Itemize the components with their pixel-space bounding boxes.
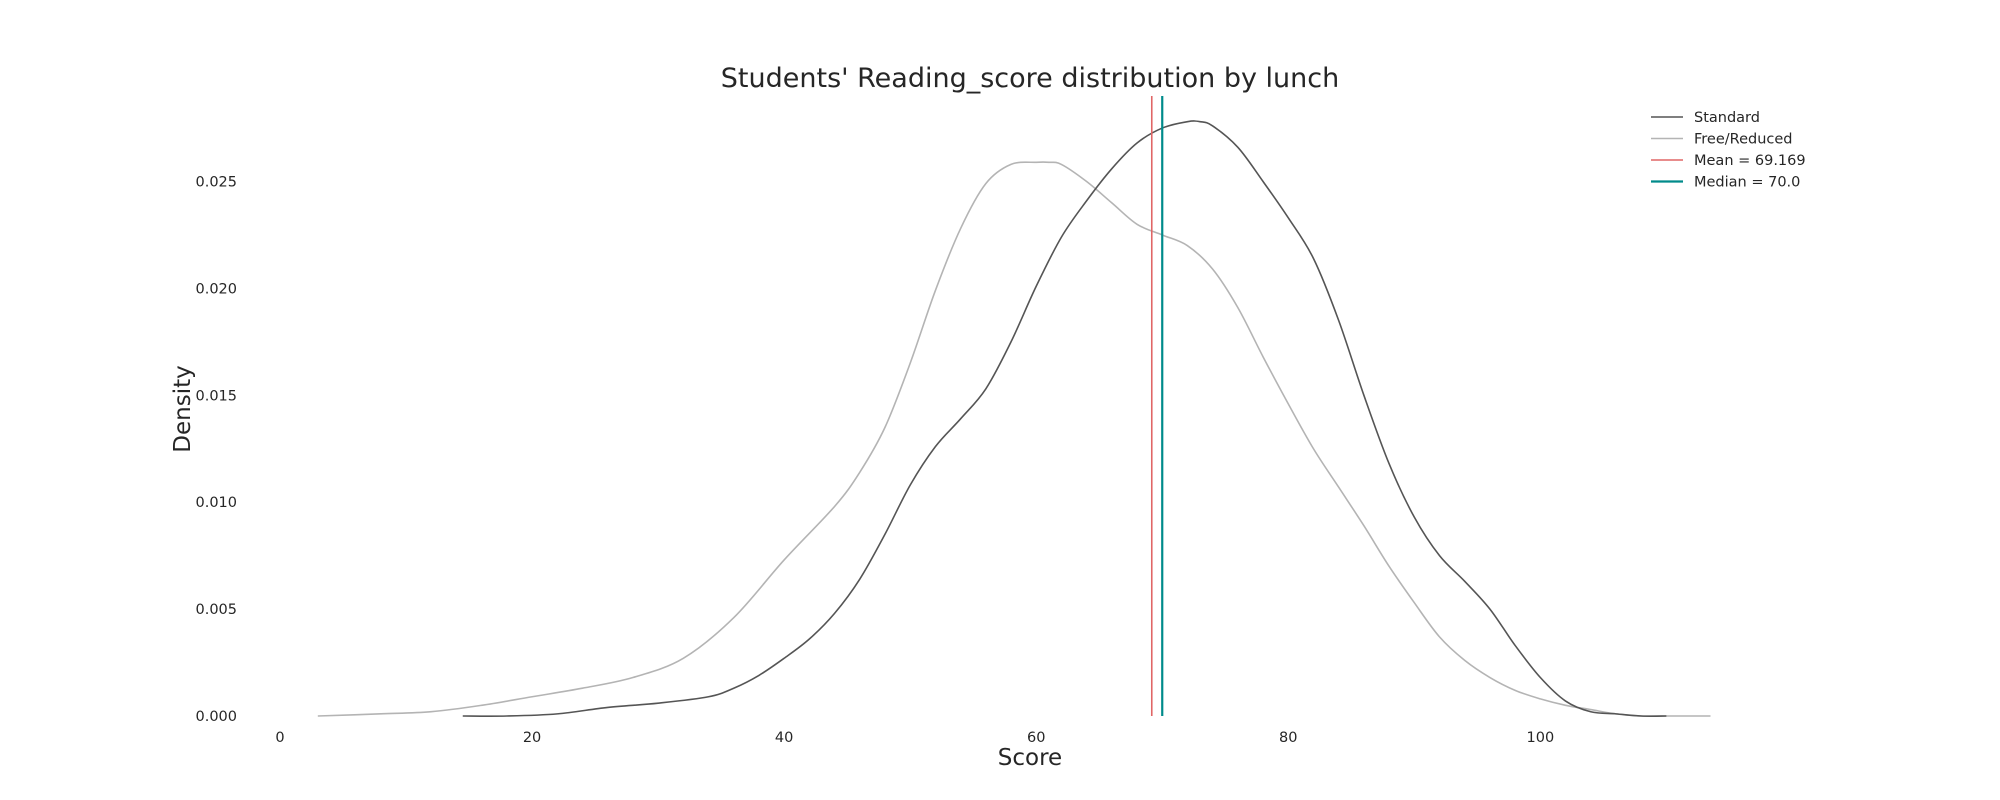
y-tick-label: 0.000 xyxy=(195,709,237,725)
y-axis-label: Density xyxy=(170,365,196,452)
x-tick-label: 80 xyxy=(1279,730,1297,746)
y-tick-label: 0.005 xyxy=(195,602,237,618)
x-tick-label: 20 xyxy=(523,730,541,746)
legend-label-free-reduced: Free/Reduced xyxy=(1694,132,1793,148)
x-tick-label: 60 xyxy=(1027,730,1045,746)
legend: Standard Free/Reduced Mean = 69.169 Median … xyxy=(1651,110,1806,191)
legend-label-mean: Mean = 69.169 xyxy=(1694,153,1806,169)
series-line-standard xyxy=(462,120,1667,717)
y-tick-label: 0.010 xyxy=(195,495,237,511)
chart-title: Students' Reading_score distribution by … xyxy=(721,63,1339,94)
y-tick-label: 0.015 xyxy=(195,388,237,404)
y-tick-label: 0.025 xyxy=(195,175,237,191)
legend-label-median: Median = 70.0 xyxy=(1694,175,1800,191)
legend-label-standard: Standard xyxy=(1694,110,1760,126)
x-tick-label: 100 xyxy=(1527,730,1555,746)
y-tick-label: 0.020 xyxy=(195,281,237,297)
x-axis-label: Score xyxy=(998,745,1062,771)
x-tick-label: 40 xyxy=(775,730,793,746)
plot-area: 0 20 40 60 80 100 0.000 0.005 0.010 0.015 0.020 0.0… xyxy=(195,96,1711,746)
series-line-free-reduced xyxy=(317,161,1711,717)
x-tick-label: 0 xyxy=(275,730,284,746)
